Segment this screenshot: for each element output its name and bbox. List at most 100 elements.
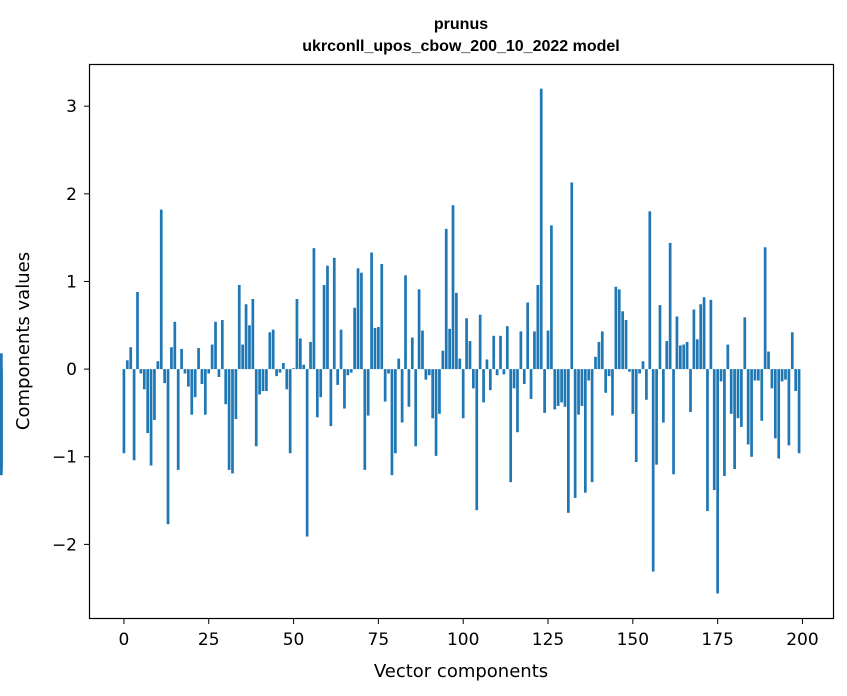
x-tick-label: 100: [447, 630, 479, 650]
bar: [634, 369, 638, 463]
bar: [414, 369, 418, 447]
bar: [234, 369, 238, 420]
bar: [288, 369, 292, 454]
bar: [153, 369, 156, 420]
bar: [770, 369, 774, 389]
bar: [417, 289, 421, 370]
bar: [689, 369, 692, 413]
bar: [326, 265, 329, 370]
bar: [353, 307, 356, 370]
bar: [298, 338, 302, 370]
bar: [248, 325, 251, 370]
bar: [444, 228, 448, 370]
bar: [485, 359, 489, 370]
bar: [336, 369, 340, 385]
bar: [424, 369, 428, 380]
bar: [427, 369, 431, 376]
bar: [753, 369, 757, 381]
bar: [716, 369, 719, 594]
bar: [492, 335, 496, 370]
bar: [190, 369, 194, 415]
bar: [478, 314, 482, 370]
bar: [719, 369, 723, 382]
bar: [302, 364, 306, 370]
bar: [163, 369, 166, 384]
bar: [556, 369, 560, 406]
bar: [244, 304, 248, 370]
bar: [142, 369, 146, 390]
bar: [173, 321, 177, 370]
bar: [176, 369, 180, 470]
chart-subtitle: ukrconll_upos_cbow_200_10_2022 model: [302, 38, 619, 55]
bar: [295, 299, 299, 370]
bar: [410, 337, 414, 370]
bar: [319, 369, 323, 398]
bars-group: [0, 88, 801, 594]
y-axis-ticks: −2 −1 0 1 2 3: [52, 97, 90, 555]
bar: [641, 361, 645, 370]
bar: [699, 304, 703, 370]
x-tick-label: 75: [368, 630, 390, 650]
bar: [580, 369, 584, 406]
bar: [546, 330, 550, 370]
bar: [0, 369, 3, 476]
bar: [187, 369, 190, 387]
bar: [763, 247, 767, 370]
bar: [217, 369, 221, 377]
bar: [322, 284, 326, 370]
x-axis-ticks: 0 25 50 75 100 125 150 175 200: [119, 618, 819, 650]
bar: [675, 316, 679, 370]
bar: [482, 369, 485, 403]
bar: [550, 225, 553, 370]
bar: [567, 369, 570, 513]
bar: [132, 369, 136, 461]
bar: [604, 369, 608, 393]
bar: [723, 369, 726, 477]
bar: [468, 341, 472, 370]
x-tick-label: 0: [119, 630, 130, 650]
bar: [685, 341, 689, 370]
bar: [258, 369, 261, 395]
bar: [757, 369, 760, 381]
x-tick-label: 125: [532, 630, 564, 650]
bar: [407, 369, 411, 407]
bar: [553, 369, 557, 410]
bar: [254, 369, 258, 447]
bar: [784, 369, 787, 380]
bar: [638, 369, 641, 374]
bar: [309, 341, 312, 370]
bar: [746, 369, 750, 445]
bar: [668, 242, 672, 370]
bar: [573, 369, 577, 498]
bar: [658, 305, 662, 370]
bar: [662, 369, 665, 423]
bar: [628, 369, 631, 372]
bar: [665, 341, 669, 370]
bar: [522, 369, 526, 385]
bar: [651, 369, 655, 572]
bar: [220, 320, 224, 370]
bar: [648, 211, 652, 370]
bar: [587, 369, 591, 381]
bar: [366, 369, 370, 416]
bar: [672, 369, 675, 475]
bar: [282, 362, 285, 370]
bar: [292, 368, 295, 370]
y-tick-label: −2: [52, 535, 77, 555]
bar: [0, 353, 3, 370]
bar: [431, 369, 435, 419]
y-tick-label: 2: [66, 185, 77, 205]
bar: [434, 369, 438, 456]
bar: [536, 284, 540, 370]
bar: [465, 318, 468, 370]
bar: [740, 369, 743, 427]
y-tick-label: 0: [66, 360, 77, 380]
bar: [526, 302, 530, 370]
bar: [624, 320, 628, 370]
y-tick-label: 3: [66, 97, 77, 117]
bar: [451, 205, 455, 370]
chart-title: prunus: [434, 16, 488, 33]
bar: [227, 369, 231, 470]
bar: [617, 289, 621, 370]
bar: [136, 291, 139, 370]
